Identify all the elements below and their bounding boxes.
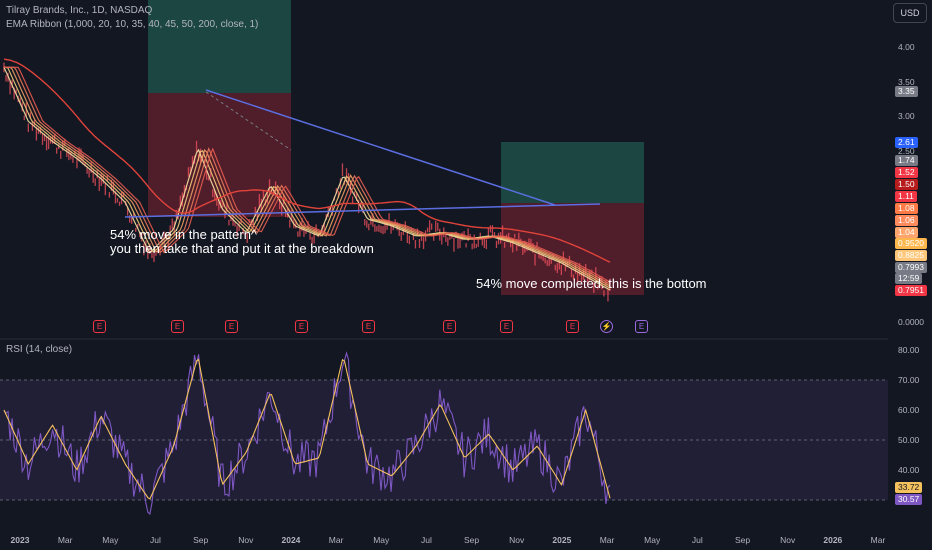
x-tick-label: Nov xyxy=(238,535,254,545)
x-tick-label: Mar xyxy=(329,535,344,545)
x-tick-label: Sep xyxy=(193,535,208,545)
earnings-event-marker[interactable]: ⚡ xyxy=(600,320,613,333)
annotation-pattern-line1[interactable]: 54% move in the pattern^ xyxy=(110,227,258,242)
x-tick-label: May xyxy=(644,535,661,545)
lower-trendline xyxy=(124,203,601,218)
earnings-event-marker[interactable]: E xyxy=(443,320,456,333)
earnings-event-marker[interactable]: E xyxy=(295,320,308,333)
x-tick-label: May xyxy=(102,535,119,545)
x-tick-label: Sep xyxy=(464,535,479,545)
price-tick-label: 3.50 xyxy=(898,77,915,87)
rsi-value-label: 30.57 xyxy=(895,494,923,505)
earnings-event-marker[interactable]: E xyxy=(225,320,238,333)
rsi-value-label: 33.72 xyxy=(895,482,923,493)
price-tick-label: 0.0000 xyxy=(898,317,924,327)
ema-line-3 xyxy=(4,66,611,285)
price-label: 1.52 xyxy=(895,167,918,178)
x-tick-label: Mar xyxy=(600,535,615,545)
rsi-tick-label: 40.00 xyxy=(898,465,920,475)
rsi-line xyxy=(3,351,611,516)
price-label: 1.06 xyxy=(895,215,918,226)
ema-line-2 xyxy=(4,66,611,287)
measure-line xyxy=(205,91,292,151)
earnings-event-marker[interactable]: E xyxy=(362,320,375,333)
ema-200-line xyxy=(3,58,611,263)
price-tick-label: 3.00 xyxy=(898,111,915,121)
x-tick-label: 2026 xyxy=(823,535,842,545)
price-label: 2.61 xyxy=(895,137,918,148)
rsi-tick-label: 80.00 xyxy=(898,345,920,355)
earnings-event-marker[interactable]: E xyxy=(171,320,184,333)
price-tick-label: 2.50 xyxy=(898,146,915,156)
price-label: 1.04 xyxy=(895,227,918,238)
profit-zone-2 xyxy=(501,142,644,203)
x-tick-label: Mar xyxy=(58,535,73,545)
x-tick-label: Nov xyxy=(509,535,525,545)
earnings-event-marker[interactable]: E xyxy=(500,320,513,333)
ema-line-4 xyxy=(4,66,611,283)
price-label: 1.50 xyxy=(895,179,918,190)
price-label: 0.9520 xyxy=(895,238,927,249)
price-label: 3.35 xyxy=(895,86,918,97)
rsi-ma-line xyxy=(3,358,611,500)
price-label: 1.74 xyxy=(895,155,918,166)
rsi-tick-label: 70.00 xyxy=(898,375,920,385)
price-label: 1.11 xyxy=(895,191,917,202)
chart-title: Tilray Brands, Inc., 1D, NASDAQ xyxy=(6,5,153,16)
upper-trendline xyxy=(205,89,556,206)
profit-zone-1 xyxy=(148,0,291,93)
annotation-bottom[interactable]: 54% move completed. this is the bottom xyxy=(476,276,707,291)
x-tick-label: Nov xyxy=(780,535,796,545)
rsi-legend[interactable]: RSI (14, close) xyxy=(6,344,73,355)
price-label: 0.7951 xyxy=(895,285,927,296)
x-tick-label: Sep xyxy=(735,535,750,545)
ema-ribbon-legend[interactable]: EMA Ribbon (1,000, 20, 10, 35, 40, 45, 5… xyxy=(6,19,259,30)
x-tick-label: Jul xyxy=(150,535,161,545)
x-tick-label: 2024 xyxy=(281,535,300,545)
earnings-event-marker[interactable]: E xyxy=(566,320,579,333)
price-label: 12:59 xyxy=(895,273,923,284)
x-tick-label: 2023 xyxy=(11,535,30,545)
price-label: 0.7993 xyxy=(895,262,927,273)
x-tick-label: 2025 xyxy=(552,535,571,545)
ema-line-0 xyxy=(3,67,611,291)
rsi-tick-label: 50.00 xyxy=(898,435,920,445)
earnings-event-marker[interactable]: E xyxy=(635,320,648,333)
x-tick-label: Mar xyxy=(871,535,886,545)
x-tick-label: May xyxy=(373,535,390,545)
earnings-event-marker[interactable]: E xyxy=(93,320,106,333)
currency-button[interactable]: USD xyxy=(893,3,927,23)
annotation-pattern-line2[interactable]: you then take that and put it at the bre… xyxy=(110,241,374,256)
rsi-tick-label: 60.00 xyxy=(898,405,920,415)
x-tick-label: Jul xyxy=(421,535,432,545)
price-label: 1.08 xyxy=(895,203,918,214)
x-tick-label: Jul xyxy=(692,535,703,545)
price-tick-label: 4.00 xyxy=(898,42,915,52)
price-label: 0.8825 xyxy=(895,250,927,261)
ema-line-1 xyxy=(4,66,611,289)
